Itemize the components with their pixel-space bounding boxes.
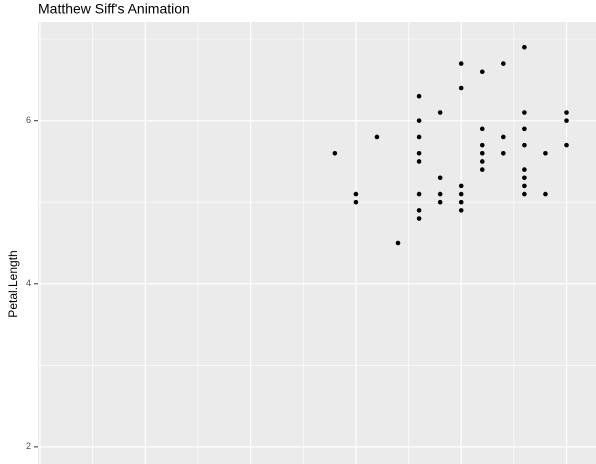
point	[353, 199, 359, 205]
point	[416, 134, 422, 140]
point	[458, 183, 464, 189]
point	[522, 142, 527, 148]
point	[416, 93, 422, 99]
point	[458, 61, 464, 66]
point	[543, 150, 548, 156]
point	[416, 208, 422, 213]
point	[479, 142, 485, 148]
chart-title: Matthew Siff's Animation	[38, 1, 190, 17]
point	[416, 118, 422, 123]
point	[332, 150, 338, 156]
point	[416, 216, 422, 221]
point	[564, 110, 569, 115]
point	[458, 191, 464, 197]
point	[437, 110, 443, 115]
point	[458, 208, 464, 213]
point	[522, 167, 527, 172]
y-tick-label: 4	[26, 278, 31, 288]
point	[437, 199, 443, 205]
y-axis-label: Petal.Length	[6, 250, 20, 317]
point	[416, 150, 422, 156]
point	[479, 159, 485, 164]
point	[353, 191, 359, 197]
point	[501, 61, 506, 66]
y-tick-label: 6	[26, 115, 31, 125]
point	[479, 150, 485, 156]
point	[479, 69, 485, 75]
point	[522, 191, 527, 197]
point	[522, 183, 527, 189]
point	[374, 134, 380, 140]
point	[564, 118, 569, 123]
point	[479, 167, 485, 172]
point	[522, 175, 527, 181]
point	[416, 191, 422, 197]
point	[437, 175, 443, 181]
point	[522, 126, 527, 132]
point	[437, 191, 443, 197]
point	[543, 191, 548, 197]
point	[501, 134, 506, 140]
point	[416, 159, 422, 164]
y-tick-label: 2	[26, 441, 31, 451]
point	[522, 44, 527, 50]
point	[564, 142, 569, 148]
point	[479, 126, 485, 132]
point	[458, 199, 464, 205]
point	[522, 110, 527, 115]
point	[458, 85, 464, 91]
point	[395, 240, 401, 246]
panel	[38, 22, 596, 464]
point	[501, 150, 506, 156]
